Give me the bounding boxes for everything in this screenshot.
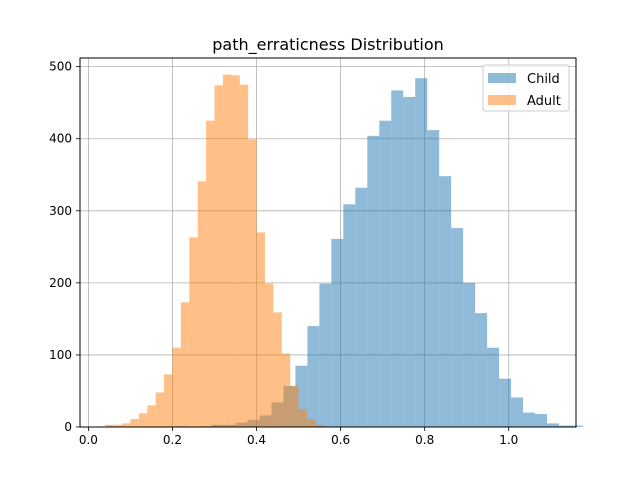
y-tick-label: 400 <box>49 132 72 146</box>
bar-adult <box>248 139 257 427</box>
bar-adult <box>239 84 249 427</box>
bar-child <box>523 412 536 427</box>
bar-adult <box>197 181 207 427</box>
chart-title: path_erraticness Distribution <box>212 35 444 55</box>
bar-child <box>295 365 308 427</box>
bar-adult <box>130 419 139 427</box>
bar-child <box>403 96 416 427</box>
bar-adult <box>264 283 274 427</box>
bar-adult <box>155 392 165 427</box>
y-tick-label: 500 <box>49 60 72 74</box>
bar-child <box>487 347 500 427</box>
bar-child <box>570 425 583 427</box>
x-tick-label: 0.6 <box>331 433 350 447</box>
bar-child <box>391 90 404 427</box>
bar-adult <box>231 75 240 427</box>
x-tick-label: 0.4 <box>247 433 266 447</box>
bar-child <box>558 425 571 427</box>
legend-label-child: Child <box>527 72 560 87</box>
bar-child <box>415 78 428 427</box>
bar-adult <box>298 408 307 427</box>
bar-child <box>427 130 440 427</box>
bar-child <box>511 397 524 427</box>
bar-adult <box>273 312 282 427</box>
bar-child <box>331 238 344 427</box>
bar-child <box>307 326 320 427</box>
bar-adult <box>256 232 265 427</box>
bar-adult <box>113 424 123 427</box>
y-tick-label: 0 <box>64 420 72 434</box>
bar-child <box>319 283 332 427</box>
bar-adult <box>172 347 181 427</box>
bar-child <box>355 187 368 427</box>
bar-adult <box>164 374 173 427</box>
bar-adult <box>189 237 198 427</box>
bar-child <box>463 282 476 427</box>
bar-child <box>535 414 547 427</box>
legend-swatch-adult <box>488 95 516 105</box>
bar-adult <box>206 120 215 427</box>
bar-adult <box>306 419 316 427</box>
y-tick-label: 300 <box>49 204 72 218</box>
x-tick-label: 0.2 <box>163 433 182 447</box>
bar-child <box>546 423 559 427</box>
legend-label-adult: Adult <box>527 94 561 109</box>
bar-child <box>343 204 356 427</box>
x-tick-label: 0.8 <box>415 433 434 447</box>
bar-adult <box>290 385 299 427</box>
bar-adult <box>214 85 223 427</box>
x-tick-label: 0.0 <box>79 433 98 447</box>
y-tick-label: 100 <box>49 348 72 362</box>
bar-adult <box>281 353 291 427</box>
legend: Child Adult <box>482 64 570 112</box>
x-tick-label: 1.0 <box>499 433 518 447</box>
series-adult <box>105 74 324 427</box>
axes-frame <box>79 57 577 428</box>
bar-adult <box>105 424 114 427</box>
bar-adult <box>147 405 156 427</box>
legend-swatch-child <box>488 73 516 83</box>
axis-ticks: 0.0 0.2 0.4 0.6 0.8 1.0 0 100 200 300 400 500 <box>49 60 518 447</box>
y-tick-label: 200 <box>49 276 72 290</box>
bar-adult <box>315 424 324 427</box>
bar-adult <box>222 74 232 427</box>
bar-child <box>367 135 380 427</box>
bar-child <box>439 176 452 427</box>
bar-child <box>475 313 488 427</box>
bar-child <box>499 378 512 427</box>
bar-child <box>379 120 392 427</box>
bar-adult <box>122 423 131 427</box>
bar-child <box>451 228 464 427</box>
bar-adult <box>180 302 190 427</box>
bars <box>105 74 583 427</box>
bar-adult <box>138 413 148 427</box>
